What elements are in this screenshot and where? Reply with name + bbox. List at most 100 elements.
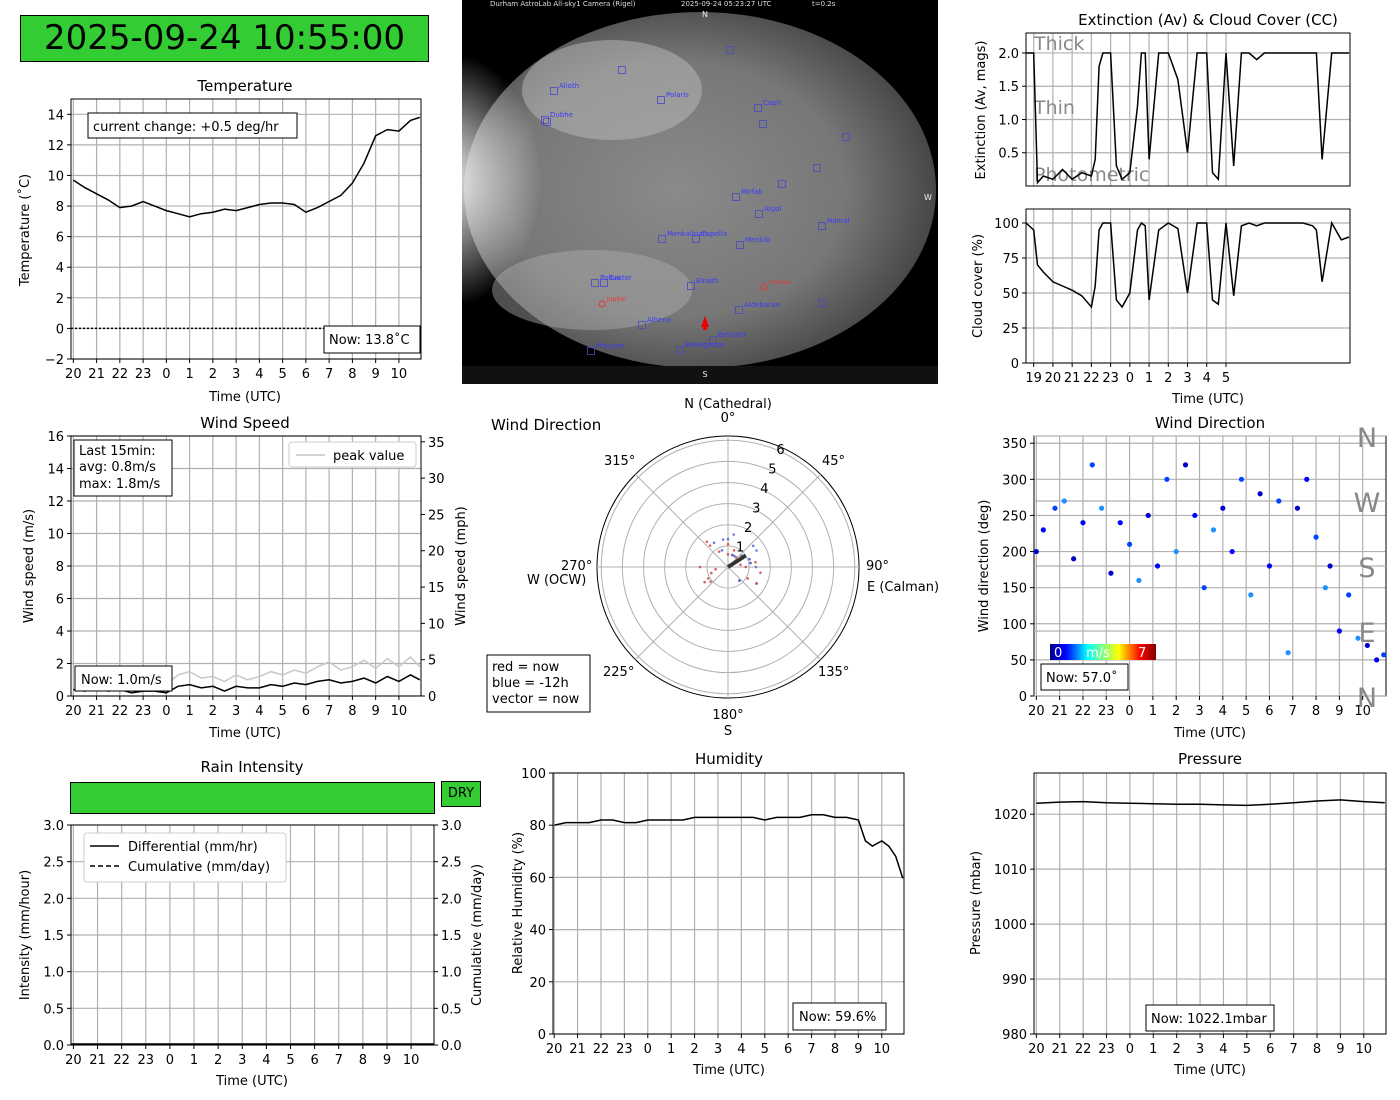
star-marker [541,116,549,124]
polar-point [754,560,757,564]
x-tick-label: 20 [546,1042,563,1057]
polar-ring-label: 6 [776,443,784,458]
x-tick-label: 9 [372,367,380,382]
wind-dir-point [1061,498,1067,504]
wind-dir-point [1145,512,1151,519]
wind-dir-point [1080,520,1086,526]
y-tick-label: 100 [994,217,1019,232]
wind-dir-point [1257,491,1263,497]
star-label: Menkib [745,236,771,244]
x-tick-label: 21 [1051,704,1068,719]
star-label: Aldebaran [744,301,780,309]
polar-point [720,549,724,552]
x-tick-label: 10 [391,367,408,382]
x-tick-label: 22 [1083,371,1100,386]
wind-dir-title: Wind Direction [1155,414,1265,432]
polar-deg0: 0° [721,411,736,426]
x-tick-label: 20 [1028,1042,1045,1057]
star-marker [709,336,717,344]
temperature-plot [71,116,421,330]
polar-note2: blue = -12h [492,676,569,691]
x-tick-label: 8 [348,367,356,382]
polar-west-label: W (OCW) [527,573,586,588]
skycam-marker-icon [701,316,709,327]
x-tick-label: 23 [616,1042,633,1057]
y2-tick-label: 25 [428,508,445,523]
polar-point [754,565,758,569]
x-tick-label: 5 [278,704,286,719]
wind-dir-point [1126,541,1133,547]
star-marker [692,235,700,243]
polar-deg180: 180° [712,708,743,723]
cbar-max: 7 [1138,646,1146,661]
x-tick-label: 6 [302,704,310,719]
pressure-xlabel: Time (UTC) [1173,1063,1246,1078]
wind-dir-point [1285,650,1291,656]
y-tick-label: 50 [1010,654,1027,669]
wind-dir-point [1327,563,1333,569]
wind-vector [726,553,747,569]
wind-polar-title: Wind Direction [491,416,601,434]
polar-point [759,571,762,575]
polar-point [738,579,741,582]
x-tick-label: 4 [737,1042,745,1057]
y2-tick-label: 30 [428,472,445,487]
x-tick-label: 0 [1125,704,1133,719]
y-tick-label: 14 [47,108,64,123]
star-marker [591,279,599,287]
skycam-header-right: t=0.2s [812,0,836,8]
star-label: Pollux [600,274,621,282]
polar-point [732,533,736,536]
y-tick-label: 10 [47,169,64,184]
y-tick-label: 1020 [994,808,1027,823]
polar-point [749,561,752,565]
y-tick-label: 0 [1011,357,1019,372]
extinction-label-thick: Thick [1033,33,1084,55]
wind-dir-point [1381,652,1387,658]
y2-tick-label: 0 [428,690,436,705]
polar-point [751,544,755,548]
y-tick-label: 12 [47,139,64,154]
x-tick-label: 0 [1126,371,1134,386]
temperature-frame [70,98,422,360]
x-tick-label: 20 [65,367,82,382]
star-marker [676,346,684,354]
compass-label: N [1357,683,1377,714]
y-tick-label: 50 [1002,287,1019,302]
clock-display: 2025-09-24 10:55:00 [20,15,429,62]
polar-ring-label: 1 [736,540,744,555]
temperature-change-label: current change: +0.5 deg/hr [93,120,279,135]
polar-spoke [727,474,821,568]
x-tick-label: 21 [569,1042,586,1057]
y-tick-label: −2 [45,353,64,368]
star-marker [755,210,763,218]
x-tick-label: 9 [1336,1042,1344,1057]
wind-dir-point [1229,548,1235,555]
temperature-now-label: Now: 13.8˚C [329,332,410,348]
y-tick-label: 0.5 [998,147,1019,162]
y-tick-label: 1.5 [998,80,1019,95]
x-tick-label: 10 [403,1053,420,1068]
humidity-ylabel: Relative Humidity (%) [511,832,526,974]
x-tick-label: 7 [325,704,333,719]
polar-deg135: 135° [818,665,849,680]
pressure-now-label: Now: 1022.1mbar [1151,1012,1267,1027]
x-tick-label: 23 [1098,1042,1115,1057]
wind-speed-xlabel: Time (UTC) [208,726,281,741]
wind-dir-point [1322,585,1328,591]
x-tick-label: 3 [714,1042,722,1057]
x-tick-label: 9 [1335,704,1343,719]
x-tick-label: 1 [190,1053,198,1068]
star-label: Elnath [696,277,718,285]
skycam-compass-w: W [924,193,932,202]
wind-dir-point [1304,476,1310,482]
polar-point [739,563,742,567]
polar-point [710,571,713,575]
x-tick-label: 1 [185,704,193,719]
y-tick-label: 1010 [994,863,1027,878]
rain-chart: Rain Intensity 3.0 2.5 2.0 1.5 1.0 0.5 0.0 3.0… [18,758,485,1089]
star-marker [658,235,666,243]
polar-point [726,553,730,556]
